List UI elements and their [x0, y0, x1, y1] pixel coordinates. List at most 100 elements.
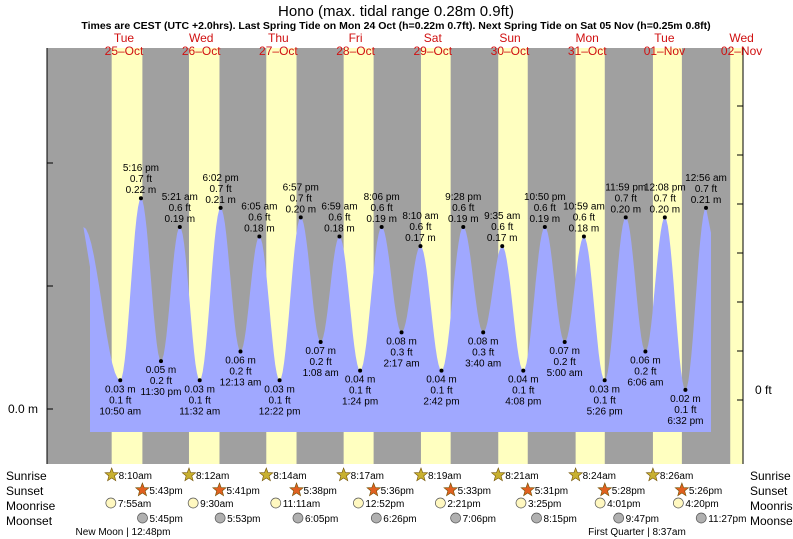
tide-extremum-label: 0.04 m [345, 375, 376, 386]
tide-extremum-label: 0.05 m [146, 365, 177, 376]
tide-extremum-label: 0.19 m [366, 214, 397, 225]
tide-extremum-label: 0.03 m [264, 384, 295, 395]
tide-extremum-label: 5:21 am [162, 192, 198, 203]
moonrise-time: 2:21pm [447, 499, 480, 510]
astro-row-label: Moonset [750, 514, 793, 528]
moonset-time: 6:26pm [383, 514, 416, 525]
tide-extremum-label: 0.2 ft [554, 357, 576, 368]
tide-extremum-label: 12:13 am [220, 378, 262, 389]
tide-extremum-label: 0.7 ft [209, 184, 231, 195]
y-axis-right-label: 0 ft [755, 383, 772, 397]
tide-extremum-label: 0.06 m [225, 356, 256, 367]
sunset-star-icon [674, 482, 690, 497]
tide-extremum-dot [521, 368, 526, 373]
tide-extremum-dot [257, 234, 262, 239]
tide-extremum-label: 0.6 ft [452, 203, 474, 214]
tide-extremum-label: 0.20 m [610, 204, 641, 215]
sunrise-time: 8:19am [428, 471, 461, 482]
tide-extremum-label: 6:02 pm [203, 173, 239, 184]
tide-extremum-dot [337, 234, 342, 239]
tide-extremum-label: 8:10 am [402, 211, 438, 222]
sunrise-time: 8:14am [273, 471, 306, 482]
sunset-star-icon [520, 482, 536, 497]
moonset-time: 6:05pm [305, 514, 338, 525]
tide-extremum-label: 10:59 am [563, 202, 605, 213]
sunset-star-icon [289, 482, 305, 497]
sunrise-star-icon [645, 467, 661, 482]
tide-extremum-dot [277, 378, 282, 383]
tide-extremum-label: 0.6 ft [534, 203, 556, 214]
sunrise-time: 8:26am [660, 471, 693, 482]
tide-extremum-dot [238, 349, 243, 354]
tide-extremum-label: 0.06 m [630, 356, 661, 367]
moonrise-moon-icon [594, 497, 606, 509]
tide-extremum-label: 12:56 am [685, 173, 727, 184]
tide-level-area [83, 198, 712, 432]
day-header-dow: Wed [729, 31, 753, 45]
moonrise-moon-icon [672, 497, 684, 509]
tide-extremum-label: 0.03 m [589, 384, 620, 395]
moonset-moon-icon [370, 512, 382, 524]
day-header-dow: Mon [576, 31, 599, 45]
tide-extremum-label: 11:30 pm [141, 387, 182, 398]
tide-extremum-label: 6:57 pm [283, 182, 319, 193]
tide-extremum-label: 0.6 ft [169, 203, 191, 214]
tide-extremum-label: 0.20 m [650, 204, 681, 215]
daylight-band [730, 48, 743, 464]
sunrise-time: 8:17am [351, 471, 384, 482]
sunrise-star-icon [490, 467, 506, 482]
tide-extremum-label: 0.6 ft [248, 213, 270, 224]
chart-subtitle: Times are CEST (UTC +2.0hrs). Last Sprin… [81, 20, 710, 32]
moonset-moon-icon [450, 512, 461, 524]
sunrise-star-icon [258, 467, 274, 482]
moonset-time: 5:45pm [149, 514, 182, 525]
tide-extremum-dot [439, 368, 444, 373]
tide-extremum-dot [643, 349, 648, 354]
tide-extremum-label: 0.7 ft [615, 193, 637, 204]
tide-extremum-label: 0.7 ft [290, 193, 312, 204]
sunset-star-icon [366, 482, 382, 497]
sunrise-time: 8:21am [505, 471, 538, 482]
tide-extremum-label: 12:08 pm [644, 182, 686, 193]
sunset-time: 5:26pm [689, 486, 722, 497]
sunset-time: 5:33pm [458, 486, 491, 497]
tide-extremum-label: 0.6 ft [328, 213, 350, 224]
tide-extremum-label: 0.6 ft [409, 222, 431, 233]
sunset-star-icon [211, 482, 227, 497]
tide-extremum-label: 6:06 am [627, 378, 663, 389]
astro-row-label: Moonset [6, 514, 53, 528]
moonrise-time: 4:01pm [607, 499, 640, 510]
astro-row-label: Moonrise [750, 499, 793, 513]
tide-extremum-label: 0.1 ft [430, 386, 452, 397]
day-header-date: 27–Oct [259, 44, 298, 58]
moonrise-moon-icon [515, 497, 527, 509]
tide-extremum-label: 9:28 pm [445, 192, 481, 203]
tide-extremum-label: 5:16 pm [123, 163, 159, 174]
sunrise-star-icon [336, 467, 352, 482]
tide-extremum-label: 3:40 am [465, 358, 501, 369]
tide-extremum-dot [218, 205, 223, 210]
tide-extremum-label: 1:08 am [303, 368, 339, 379]
tide-extremum-dot [500, 244, 505, 249]
moonset-moon-icon [613, 512, 625, 524]
day-header-dow: Fri [349, 31, 363, 45]
tide-extremum-dot [418, 244, 423, 249]
tide-extremum-label: 0.6 ft [573, 213, 595, 224]
tide-extremum-dot [358, 368, 363, 373]
moon-phase-new-moon: New Moon | 12:48pm [76, 527, 171, 538]
tide-extremum-dot [704, 205, 709, 210]
moonset-moon-icon [531, 512, 542, 524]
tide-extremum-dot [562, 339, 567, 344]
astro-row-label: Sunset [750, 484, 788, 498]
sunset-star-icon [597, 482, 613, 497]
sunset-time: 5:36pm [381, 486, 414, 497]
tide-extremum-label: 0.2 ft [634, 367, 656, 378]
tide-extremum-label: 10:50 pm [524, 192, 566, 203]
tide-extremum-label: 2:17 am [383, 358, 419, 369]
tide-extremum-label: 0.07 m [549, 346, 580, 357]
tide-extremum-label: 0.08 m [468, 336, 499, 347]
astro-row-label: Sunrise [6, 469, 47, 483]
left-axis-ticks [47, 162, 53, 410]
